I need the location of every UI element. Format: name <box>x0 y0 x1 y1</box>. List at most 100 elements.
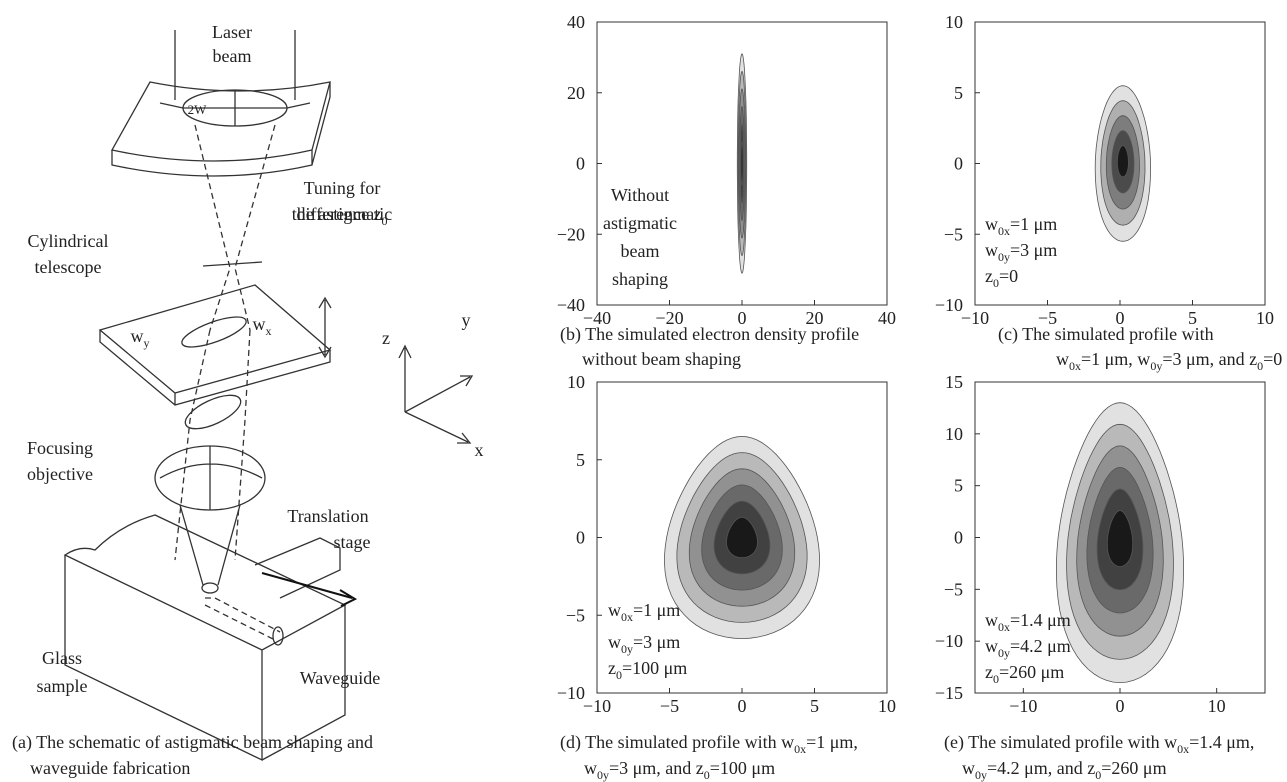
caption: (e) The simulated profile with w0x=1.4 μ… <box>944 732 1254 756</box>
schematic-label: z <box>382 328 390 348</box>
x-tick-label: −40 <box>583 308 611 328</box>
annotation: w0x=1.4 μm <box>985 610 1071 634</box>
annotation-segment: =100 μm <box>622 658 687 678</box>
schematic-label: Laser <box>212 22 252 42</box>
contour-level <box>1106 510 1134 567</box>
annotation-segment: shaping <box>612 269 668 289</box>
annotation: astigmatic <box>603 213 677 233</box>
annotation-segment: =0 <box>999 266 1018 286</box>
y-tick-label: 0 <box>954 528 963 548</box>
y-tick-label: −20 <box>557 224 585 244</box>
caption: (b) The simulated electron density profi… <box>560 324 859 345</box>
caption-subscript: 0y <box>975 768 987 782</box>
caption-segment: =1 μm, w <box>1081 349 1150 369</box>
caption: (d) The simulated profile with w0x=1 μm, <box>560 732 858 756</box>
schematic-label-segment: stage <box>334 532 371 552</box>
annotation-segment: astigmatic <box>603 213 677 233</box>
caption: w0y=3 μm, and z0=100 μm <box>584 758 775 782</box>
caption-segment: w <box>962 758 975 778</box>
annotation-segment: z <box>985 662 993 682</box>
annotation: z0=260 μm <box>985 662 1064 686</box>
tuning-arrow <box>318 296 332 359</box>
caption-subscript: 0x <box>1177 742 1189 756</box>
annotation-segment: w <box>608 632 621 652</box>
contour-panel: −10 0 10 −15 −10 −5 0 5 10 15 <box>935 372 1266 716</box>
x-tick-label: 0 <box>1116 308 1125 328</box>
caption-segment: =0 <box>1263 349 1282 369</box>
x-tick-label: −10 <box>1009 696 1037 716</box>
waveguide-end <box>272 626 284 646</box>
schematic-label-segment: beam <box>213 46 252 66</box>
caption-subscript: 0 <box>704 768 710 782</box>
schematic-label-segment: Focusing <box>27 438 93 458</box>
caption-segment: waveguide fabrication <box>30 758 190 778</box>
annotation: w0x=1 μm <box>985 214 1057 238</box>
annotation-segment: =1.4 μm <box>1010 610 1071 630</box>
schematic-label: 2W <box>188 102 208 117</box>
annotation-subscript: 0y <box>998 250 1010 264</box>
caption-segment: =1 μm, <box>806 732 858 752</box>
waveguide-track <box>204 597 281 641</box>
glass-sample <box>63 514 347 762</box>
x-tick-label: 0 <box>1116 696 1125 716</box>
x-tick-label: −10 <box>583 696 611 716</box>
caption-segment: =1.4 μm, <box>1189 732 1254 752</box>
schematic-label: Glass <box>42 648 82 668</box>
annotation-subscript: 0y <box>998 646 1010 660</box>
focus-cone <box>179 504 241 586</box>
x-tick-label: 0 <box>738 696 747 716</box>
annotation-segment: z <box>608 658 616 678</box>
contour-level <box>740 141 744 186</box>
y-tick-label: −10 <box>557 683 585 703</box>
schematic-label-subscript: y <box>144 336 150 350</box>
schematic-label: sample <box>37 676 88 696</box>
schematic-label: wx <box>253 314 272 338</box>
schematic-label: the astigmatic <box>292 204 392 224</box>
caption-segment: (e) The simulated profile with w <box>944 732 1177 753</box>
y-tick-label: 10 <box>567 372 585 392</box>
schematic-label-segment: w <box>253 314 266 334</box>
schematic-label: x <box>475 440 484 460</box>
caption: (a) The schematic of astigmatic beam sha… <box>12 732 373 753</box>
schematic-label: stage <box>334 532 371 552</box>
beam-ellipse <box>184 394 242 430</box>
y-tick-label: −5 <box>566 605 585 625</box>
schematic-label-subscript: 0 <box>382 214 388 228</box>
caption-segment: =3 μm, and z <box>1162 349 1257 369</box>
annotation-segment: =3 μm <box>1010 240 1057 260</box>
y-tick-label: 5 <box>576 450 585 470</box>
schematic-label-segment: the astigmatic <box>292 204 392 224</box>
x-tick-label: 5 <box>1188 308 1197 328</box>
caption-segment: w <box>1056 349 1069 369</box>
schematic-label-segment: x <box>475 440 484 460</box>
objective-detail <box>159 446 263 510</box>
caption-subscript: 0 <box>1257 359 1263 373</box>
caption-subscript: 0x <box>1069 359 1081 373</box>
caption-subscript: 0y <box>1150 359 1162 373</box>
y-tick-label: 5 <box>954 83 963 103</box>
translation-arrow <box>261 572 358 607</box>
lens-ellipse <box>181 316 247 348</box>
caption: waveguide fabrication <box>30 758 190 778</box>
y-tick-label: −15 <box>935 683 963 703</box>
annotation-segment: beam <box>621 241 660 261</box>
caption-segment: =4.2 μm, and z <box>987 758 1095 778</box>
y-tick-label: −40 <box>557 295 585 315</box>
schematic-label: Waveguide <box>300 668 381 688</box>
y-tick-label: 0 <box>576 528 585 548</box>
caption-subscript: 0 <box>1095 768 1101 782</box>
annotation-subscript: 0 <box>616 668 622 682</box>
annotation-segment: w <box>985 240 998 260</box>
caption-segment: =260 μm <box>1101 758 1166 778</box>
x-tick-label: −10 <box>961 308 989 328</box>
caption-segment: (c) The simulated profile with <box>998 324 1214 345</box>
annotation: z0=100 μm <box>608 658 687 682</box>
schematic-label: objective <box>27 464 93 484</box>
schematic-label-segment: Glass <box>42 648 82 668</box>
caption-segment: without beam shaping <box>582 349 741 369</box>
annotation: Without <box>611 185 669 205</box>
schematic-label-segment: difference z <box>296 204 381 224</box>
beam-lines <box>159 30 311 126</box>
annotation-subscript: 0x <box>621 610 633 624</box>
